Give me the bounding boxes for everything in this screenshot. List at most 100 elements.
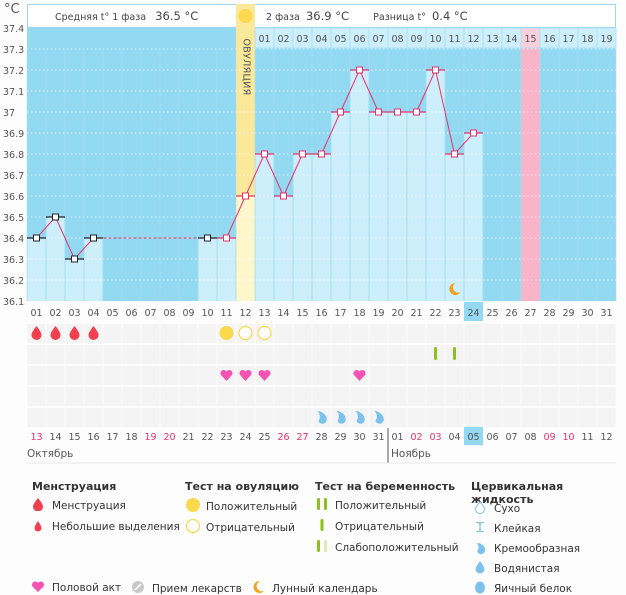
event-cell — [27, 366, 46, 385]
event-cell — [388, 387, 407, 406]
event-cell — [179, 366, 198, 385]
event-cell — [27, 387, 46, 406]
event-cell — [521, 324, 540, 343]
event-cell — [27, 408, 46, 427]
temperature-point — [451, 150, 458, 158]
event-cell — [46, 345, 65, 364]
y-tick-label: 36.8 — [3, 150, 24, 161]
calendar-date: 28 — [315, 432, 327, 443]
event-cell — [559, 408, 578, 427]
event-cell — [122, 408, 141, 427]
event-cell — [46, 408, 65, 427]
x-tick-label: 20 — [391, 308, 403, 319]
event-cell — [350, 324, 369, 343]
ovulation-negative-icon — [257, 325, 272, 341]
calendar-date: 24 — [239, 432, 251, 443]
event-cell — [27, 345, 46, 364]
event-cell — [103, 345, 122, 364]
calendar-date: 04 — [448, 432, 460, 443]
event-cell — [350, 345, 369, 364]
today-highlight — [464, 302, 483, 321]
temperature-point — [52, 213, 59, 221]
y-tick-label: 36.4 — [3, 234, 24, 245]
event-cell — [293, 345, 312, 364]
x-tick-label: 18 — [353, 308, 365, 319]
cycle-day-cell — [596, 27, 617, 49]
y-tick-label: 36.9 — [3, 129, 24, 140]
blood-drop-icon — [88, 326, 99, 340]
heart-icon — [239, 369, 252, 381]
cycle-day-label: 01 — [258, 34, 270, 45]
calendar-date: 23 — [220, 432, 232, 443]
temperature-point — [318, 150, 325, 158]
event-cell — [464, 387, 483, 406]
today-date-highlight — [464, 427, 483, 445]
event-cell — [540, 387, 559, 406]
x-tick-label: 12 — [239, 308, 251, 319]
calendar-date: 12 — [600, 432, 612, 443]
temperature-chart: 01 02 03 04 05 06 07 08 09 10 11 12 13 14 15 16 17 18 19 37… — [3, 4, 617, 464]
temperature-line-segment — [359, 69, 379, 113]
x-tick-label: 22 — [429, 308, 441, 319]
calendar-date: 06 — [486, 432, 498, 443]
pregnancy-negative-icon — [434, 347, 437, 360]
temperature-point — [299, 150, 306, 158]
event-cell — [578, 324, 597, 343]
month-label-october: Октябрь — [27, 448, 73, 460]
y-tick-label: 36.5 — [3, 213, 24, 224]
event-cell — [217, 408, 236, 427]
temperature-line-segment — [245, 153, 265, 197]
cycle-day-label: 14 — [505, 34, 517, 45]
creamy-drop-icon — [477, 543, 486, 554]
cycle-day-label: 18 — [581, 34, 593, 45]
event-cell — [293, 408, 312, 427]
event-cell — [103, 408, 122, 427]
event-cell — [160, 408, 179, 427]
calendar-date: 19 — [144, 432, 156, 443]
legend-menstruation: Менструация — [32, 497, 126, 512]
event-cell — [160, 324, 179, 343]
event-cell — [559, 366, 578, 385]
event-cell — [388, 345, 407, 364]
event-cell — [388, 324, 407, 343]
blood-drop-icon — [33, 498, 43, 511]
event-cell — [483, 408, 502, 427]
event-cell — [274, 345, 293, 364]
legend-ovulation-negative: Отрицательный — [185, 518, 295, 534]
event-cell — [179, 408, 198, 427]
event-cell — [122, 387, 141, 406]
temperature-point — [394, 108, 401, 116]
temperature-line-segment — [283, 153, 303, 197]
temperature-bar — [274, 196, 293, 301]
heart-icon — [220, 369, 233, 381]
temperature-point — [33, 234, 40, 242]
event-cell — [445, 387, 464, 406]
event-cell — [559, 345, 578, 364]
phase2-label: 2 фаза — [266, 12, 300, 23]
x-tick-label: 31 — [600, 308, 612, 319]
phase2-value: 36.9 °C — [305, 9, 349, 23]
legend-cervical-sticky: Клейкая — [473, 520, 541, 535]
event-cell — [597, 324, 616, 343]
event-cell — [255, 345, 274, 364]
temperature-bar — [369, 112, 388, 301]
event-cell — [274, 366, 293, 385]
temperature-bar — [350, 70, 369, 301]
egg-white-icon — [475, 581, 485, 594]
y-tick-label: 37 — [3, 108, 15, 119]
event-cell — [65, 345, 84, 364]
temperature-line-segment — [340, 69, 360, 113]
event-cell — [369, 345, 388, 364]
temperature-point — [242, 192, 249, 200]
event-cell — [350, 387, 369, 406]
event-cell — [84, 408, 103, 427]
calendar-date: 26 — [277, 432, 289, 443]
event-cell — [464, 408, 483, 427]
event-cell — [559, 387, 578, 406]
event-cell — [388, 366, 407, 385]
cycle-day-label: 06 — [353, 34, 365, 45]
temperature-point — [413, 108, 420, 116]
calendar-date: 14 — [49, 432, 61, 443]
event-cell — [521, 345, 540, 364]
event-cell — [388, 408, 407, 427]
